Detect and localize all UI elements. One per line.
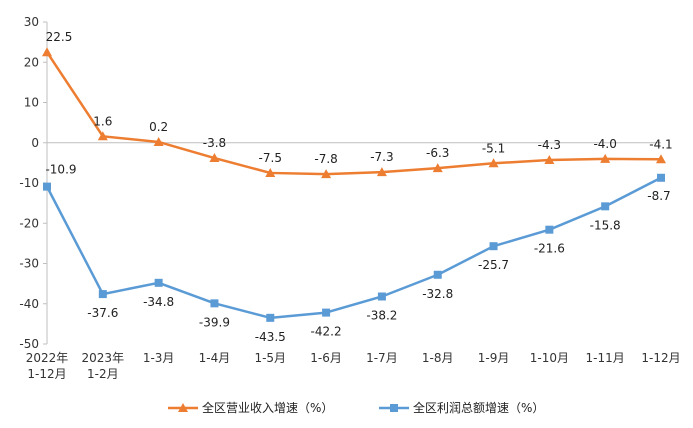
y-tick-label: -10	[19, 176, 39, 190]
data-point	[656, 154, 666, 164]
y-axis: 30 20 10 0 -10 -20 -30 -40 -50	[19, 15, 48, 351]
data-label: -10.9	[45, 163, 76, 177]
data-point	[377, 292, 386, 301]
data-label: -39.9	[199, 315, 230, 329]
y-tick-label: -40	[19, 297, 39, 311]
data-point	[432, 163, 443, 173]
data-label: -15.8	[590, 218, 621, 232]
legend-marker	[390, 404, 398, 412]
data-label: -38.2	[366, 309, 397, 323]
data-point	[657, 173, 665, 182]
x-tick-label: 2022年 1-12月	[26, 351, 69, 381]
data-label: -3.8	[203, 136, 226, 150]
y-tick-label: -30	[19, 257, 39, 271]
data-label: -8.7	[647, 189, 670, 203]
data-point	[601, 202, 610, 211]
data-label: 22.5	[46, 30, 73, 44]
data-label: -21.6	[534, 242, 565, 256]
data-label: -6.3	[426, 146, 449, 160]
y-tick-label: 10	[24, 96, 39, 110]
data-point	[154, 278, 163, 287]
data-point	[321, 169, 332, 179]
data-point	[488, 158, 499, 168]
data-label: -25.7	[478, 258, 509, 272]
legend-item: 全区利润总额增速（%）	[379, 400, 544, 415]
data-label: -43.5	[255, 330, 286, 344]
legend-label: 全区利润总额增速（%）	[413, 400, 544, 415]
x-tick-label: 1-10月	[530, 351, 569, 365]
x-tick-label: 1-5月	[254, 351, 286, 365]
x-tick-label: 1-4月	[199, 351, 231, 365]
data-label: -7.5	[259, 151, 282, 165]
data-point	[266, 313, 275, 322]
y-tick-label: -20	[19, 216, 39, 230]
data-point	[544, 155, 555, 165]
x-tick-label: 1-11月	[586, 351, 625, 365]
data-label: -42.2	[311, 325, 342, 339]
data-point	[97, 131, 108, 141]
x-tick-label: 1-12月	[641, 351, 680, 365]
data-point	[600, 153, 611, 163]
y-tick-label: 30	[24, 15, 39, 29]
series-line	[45, 51, 662, 176]
data-point	[153, 136, 164, 146]
x-tick-label: 1-9月	[478, 351, 510, 365]
data-label: -4.3	[538, 138, 561, 152]
x-tick-label: 1-8月	[422, 351, 454, 365]
data-point	[209, 153, 220, 163]
legend-label: 全区营业收入增速（%）	[202, 400, 333, 415]
data-point	[545, 225, 554, 234]
data-point	[265, 167, 276, 177]
data-label: -4.0	[593, 137, 616, 151]
y-tick-label: -50	[19, 337, 39, 351]
data-point	[43, 182, 51, 191]
series-layer: 22.5 1.6 0.2 -3.8 -7.5 -7.8 -7.3 -6.3 -5.1 -4.3 -4…	[42, 30, 673, 344]
data-label: -4.1	[649, 137, 672, 151]
data-point	[489, 242, 498, 251]
series-revenue-growth: 22.5 1.6 0.2 -3.8 -7.5 -7.8 -7.3 -6.3 -5.1 -4.3 -4…	[42, 30, 673, 179]
data-point	[210, 299, 219, 308]
data-label: -34.8	[143, 295, 174, 309]
data-point	[433, 270, 442, 279]
data-point	[42, 47, 52, 57]
data-label: -5.1	[482, 141, 505, 155]
data-label: -32.8	[422, 287, 453, 301]
x-tick-label: 1-3月	[143, 351, 175, 365]
series-line	[45, 176, 662, 320]
x-tick-label: 1-6月	[310, 351, 342, 365]
data-label: -7.8	[314, 152, 337, 166]
data-label: -7.3	[370, 150, 393, 164]
x-tick-label: 2023年 1-2月	[82, 351, 125, 381]
series-profit-growth: -10.9 -37.6 -34.8 -39.9 -43.5 -42.2 -38.2 -32.8…	[43, 163, 671, 344]
y-tick-label: 20	[24, 55, 39, 69]
data-point	[322, 308, 331, 317]
y-tick-label: 0	[31, 136, 39, 150]
x-tick-label: 1-7月	[366, 351, 398, 365]
data-label: 0.2	[149, 120, 168, 134]
data-label: 1.6	[93, 114, 112, 128]
legend-marker	[178, 403, 188, 412]
data-label: -37.6	[87, 306, 118, 320]
legend: 全区营业收入增速（%） 全区利润总额增速（%）	[168, 400, 544, 415]
x-axis: 2022年 1-12月 2023年 1-2月 1-3月 1-4月 1-5月 1-6月 1-7月 1…	[26, 142, 681, 381]
data-point	[98, 290, 107, 299]
data-point	[376, 167, 387, 177]
legend-item: 全区营业收入增速（%）	[168, 400, 333, 415]
